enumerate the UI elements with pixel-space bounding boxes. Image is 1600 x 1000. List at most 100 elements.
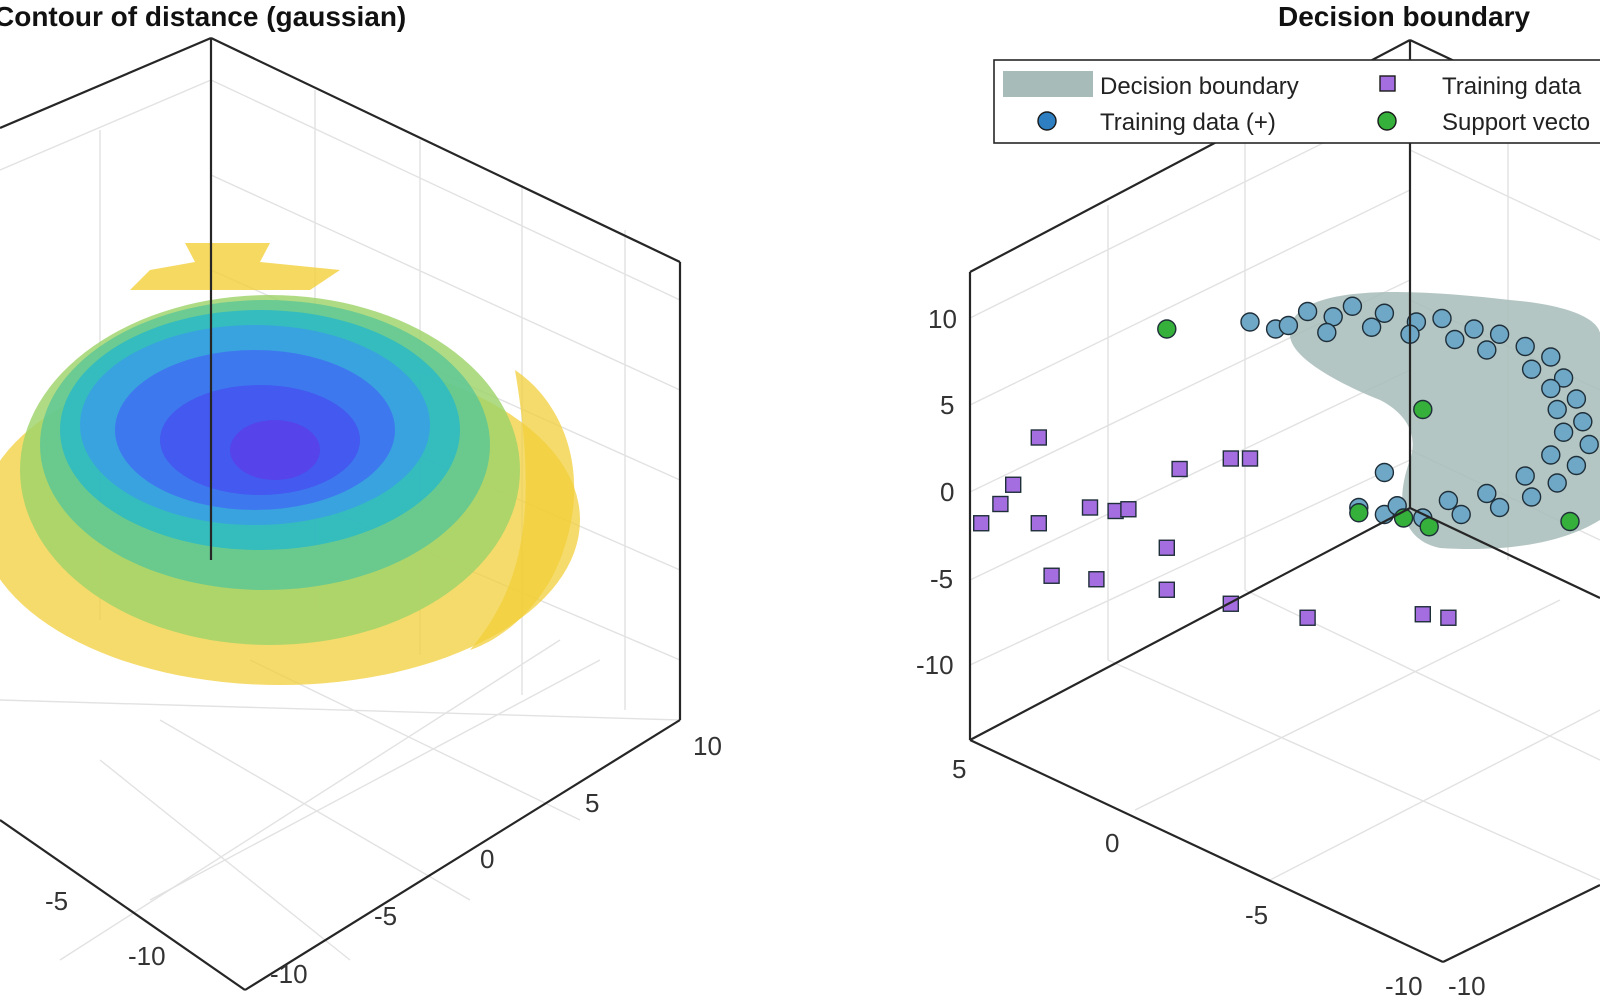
training-data-plus-point <box>1342 296 1363 316</box>
grid-line <box>1409 149 1600 241</box>
training-data-plus-point <box>1566 455 1587 476</box>
legend-label: Training data (+) <box>1100 109 1276 136</box>
grid-line <box>249 659 581 821</box>
grid-line <box>969 459 1411 666</box>
scatter-points <box>973 296 1599 626</box>
training-data-plus-point <box>1547 399 1567 420</box>
grid-line <box>210 79 681 301</box>
training-data-square <box>1043 567 1060 584</box>
training-data-plus-point <box>1541 347 1561 367</box>
training-data-plus-point <box>1553 368 1574 388</box>
training-data-plus-point <box>1521 359 1542 379</box>
training-data-plus-point <box>1489 324 1510 344</box>
training-data-square <box>1005 476 1022 493</box>
right-axis-box <box>968 39 1600 963</box>
training-data-plus-point <box>1515 466 1535 486</box>
tick-label: 10 <box>693 731 722 761</box>
tick-label: -10 <box>916 650 954 680</box>
training-data-plus-point <box>1438 490 1459 511</box>
box-edge <box>1442 884 1600 963</box>
training-data-plus-point <box>1451 504 1471 525</box>
grid-line <box>1269 709 1600 881</box>
training-data-plus-point <box>1374 462 1395 483</box>
left-axis-box <box>0 36 682 991</box>
legend-label: Support vecto <box>1442 109 1590 136</box>
training-data-plus-point <box>1278 315 1299 336</box>
left-tick-labels: 10 5 0 -5 -10 -5 -10 <box>45 731 722 989</box>
grid-line <box>99 759 351 961</box>
support-vector-point <box>1560 511 1580 532</box>
tick-label: 0 <box>1105 828 1119 858</box>
training-data-square <box>1120 501 1137 518</box>
legend: Decision boundary Training data Training… <box>993 59 1600 144</box>
tick-label: -10 <box>1385 971 1423 1000</box>
training-data-plus-point <box>1432 308 1452 329</box>
tick-label: 0 <box>480 844 494 874</box>
tick-label: 10 <box>928 304 957 334</box>
tick-label: 5 <box>952 754 966 784</box>
support-vector-point <box>1157 319 1177 339</box>
grid-line <box>969 189 1411 406</box>
box-edge <box>0 36 212 130</box>
training-data-plus-point <box>1477 483 1497 504</box>
left-chart-title: Contour of distance (gaussian) <box>0 1 406 32</box>
training-data-square <box>1030 429 1048 446</box>
training-data-plus-point <box>1317 322 1337 343</box>
training-data-square <box>1222 450 1240 467</box>
training-data-plus-point <box>1547 473 1567 493</box>
grid-line <box>159 719 471 901</box>
training-data-plus-point <box>1515 336 1535 357</box>
tick-label: -5 <box>1245 900 1268 930</box>
grid-line <box>149 659 601 901</box>
training-data-square <box>992 495 1009 513</box>
tick-label: -5 <box>374 901 397 931</box>
support-vector-point <box>1349 503 1369 523</box>
training-data-square <box>1171 460 1188 478</box>
grid-line <box>210 174 681 391</box>
box-edge <box>969 507 1411 741</box>
training-data-plus-point <box>1464 319 1484 339</box>
training-data-plus-point <box>1374 303 1395 323</box>
training-data-plus-point <box>1489 497 1510 518</box>
legend-patch-decision-boundary <box>1003 71 1093 97</box>
training-data-square <box>1088 571 1105 588</box>
training-data-plus-point <box>1240 312 1260 332</box>
legend-circle-marker <box>1037 111 1057 131</box>
training-data-plus-point <box>1445 329 1465 350</box>
training-data-plus-point <box>1573 412 1593 432</box>
box-edge <box>969 739 1444 963</box>
training-data-square <box>973 515 990 532</box>
box-edge <box>210 37 681 263</box>
tick-label: 0 <box>940 477 954 507</box>
grid-line <box>0 79 212 171</box>
training-data-plus-point <box>1541 378 1561 399</box>
training-data-plus-point <box>1361 317 1382 337</box>
right-plot-panel: Decision boundary <box>916 1 1600 1000</box>
grid-line <box>1134 599 1561 811</box>
training-data-square <box>1081 499 1099 516</box>
training-data-square <box>1030 515 1048 532</box>
right-tick-labels: 10 5 0 -5 -10 5 0 -5 -10 -10 <box>916 304 1486 1000</box>
box-edge <box>1409 507 1600 599</box>
training-data-square <box>1440 609 1457 626</box>
support-vector-point <box>1413 399 1433 420</box>
tick-label: 5 <box>585 788 599 818</box>
training-data-plus-point <box>1297 301 1318 322</box>
tick-label: -10 <box>1448 971 1486 1000</box>
box-edge <box>244 719 681 991</box>
legend-label: Training data <box>1442 73 1582 100</box>
tick-label: -10 <box>270 959 308 989</box>
grid-line <box>969 369 1411 581</box>
legend-box <box>993 59 1600 144</box>
legend-circle-marker <box>1377 111 1397 131</box>
isosurface-shell <box>230 420 320 480</box>
left-plot-panel: Contour of distance (gaussian) <box>0 1 722 991</box>
isosurface-cap <box>130 243 340 290</box>
training-data-square <box>1158 581 1176 598</box>
legend-square-marker <box>1379 75 1396 92</box>
tick-label: -5 <box>930 564 953 594</box>
training-data-plus-point <box>1477 340 1497 360</box>
tick-label: -10 <box>128 941 166 971</box>
isosurface-shells <box>0 243 580 685</box>
grid-line <box>59 639 561 961</box>
